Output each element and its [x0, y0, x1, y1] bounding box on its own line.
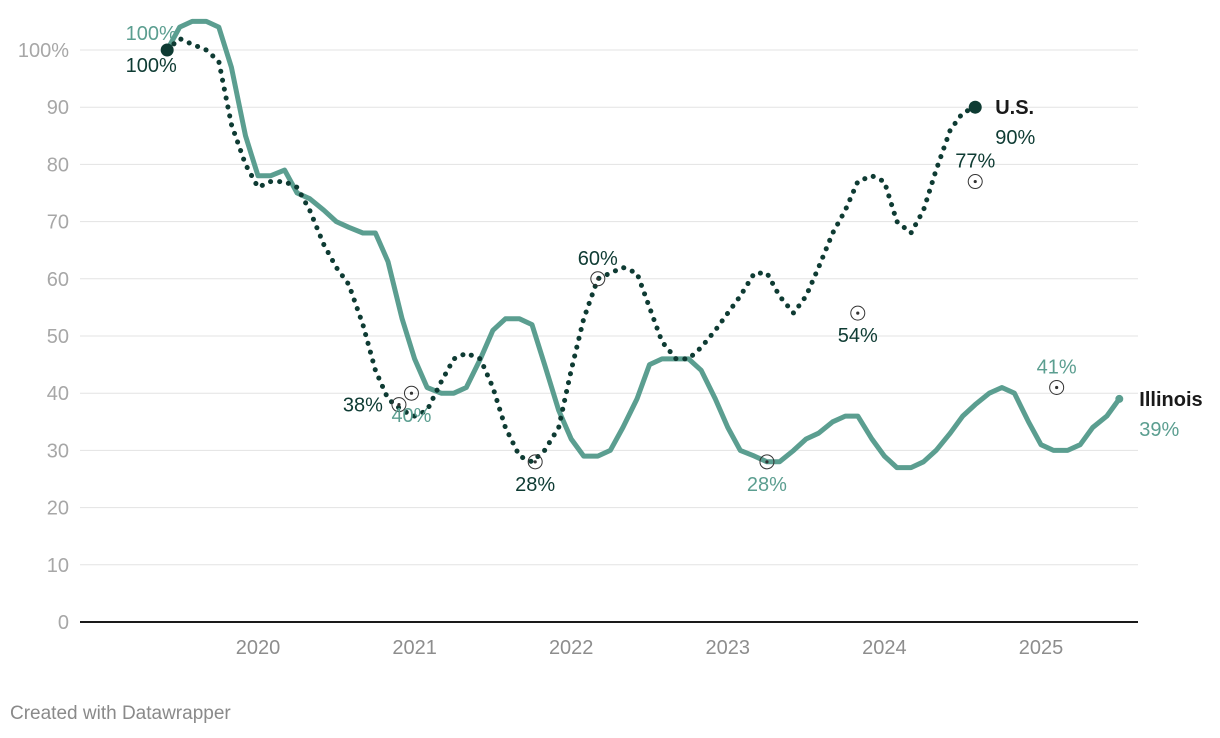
y-axis-ticks: 0 10 20 30 40 50 60 70 80 90 100% — [18, 40, 69, 634]
annotation-marker-center — [765, 460, 769, 464]
y-tick-label: 80 — [47, 154, 69, 176]
datawrapper-credit: Created with Datawrapper — [10, 703, 231, 724]
annotation-marker-illinois — [403, 385, 419, 401]
y-tick-label: 40 — [47, 383, 69, 405]
y-tick-label: 100% — [18, 40, 69, 62]
y-tick-label: 70 — [47, 212, 69, 234]
annotation-marker-center — [856, 311, 860, 315]
annotation-marker-us — [391, 397, 407, 413]
gridlines — [80, 49, 1138, 566]
series-end-labels: U.S. 90% Illinois 39% — [160, 43, 1203, 441]
annotation-marker-center — [397, 403, 401, 407]
annotation-marker-center — [1055, 385, 1059, 390]
series-end-value-illinois: 39% — [1139, 419, 1179, 441]
annotation-marker-us — [590, 271, 606, 287]
data-label-us: 60% — [578, 248, 618, 270]
data-label-us: 28% — [515, 474, 555, 496]
series-line-us — [164, 36, 978, 465]
annotation-marker-center — [533, 460, 537, 464]
series-lines — [164, 18, 1122, 471]
y-tick-label: 20 — [47, 498, 69, 520]
data-label-illinois: 40% — [391, 405, 431, 427]
series-end-value-us: 90% — [995, 127, 1035, 149]
x-tick-label: 2022 — [549, 637, 594, 659]
data-label-us: 38% — [343, 395, 383, 417]
annotation-marker-center — [973, 179, 977, 184]
x-axis-ticks: 2020 2021 2022 2023 2024 2025 — [236, 637, 1064, 659]
y-tick-label: 0 — [58, 612, 69, 634]
x-tick-label: 2020 — [236, 637, 281, 659]
data-label-us: 100% — [126, 55, 177, 77]
y-tick-label: 30 — [47, 440, 69, 462]
line-chart: 0 10 20 30 40 50 60 70 80 90 100% 2020 2021 2022 2023… — [18, 18, 1203, 659]
annotation-marker-us — [527, 454, 543, 470]
y-tick-label: 60 — [47, 269, 69, 291]
series-start-dot-us — [160, 43, 174, 57]
series-name-us: U.S. — [995, 97, 1034, 119]
x-tick-label: 2021 — [392, 637, 437, 659]
data-label-illinois: 28% — [747, 474, 787, 496]
series-name-illinois: Illinois — [1139, 389, 1202, 411]
x-tick-label: 2024 — [862, 637, 907, 659]
data-label-us: 77% — [955, 151, 995, 173]
annotation-marker-illinois — [1049, 379, 1065, 395]
y-tick-label: 50 — [47, 326, 69, 348]
data-labels: 100% 100% 38% 40% 28% 60% 28% 54% 77% 41% — [126, 23, 1077, 496]
series-end-dot-illinois — [1115, 394, 1124, 403]
x-tick-label: 2023 — [706, 637, 751, 659]
data-label-illinois: 100% — [126, 23, 177, 45]
series-end-dot-us — [968, 100, 982, 114]
annotation-marker-center — [596, 277, 600, 281]
data-label-illinois: 41% — [1037, 356, 1077, 378]
annotation-marker-center — [409, 391, 414, 395]
y-tick-label: 10 — [47, 555, 69, 577]
series-line-illinois — [164, 18, 1122, 471]
y-tick-label: 90 — [47, 97, 69, 119]
annotation-marker-illinois — [759, 454, 775, 470]
annotation-marker-us — [967, 174, 983, 190]
annotation-marker-us — [850, 305, 866, 321]
data-label-us: 54% — [838, 325, 878, 347]
x-tick-label: 2025 — [1019, 637, 1064, 659]
